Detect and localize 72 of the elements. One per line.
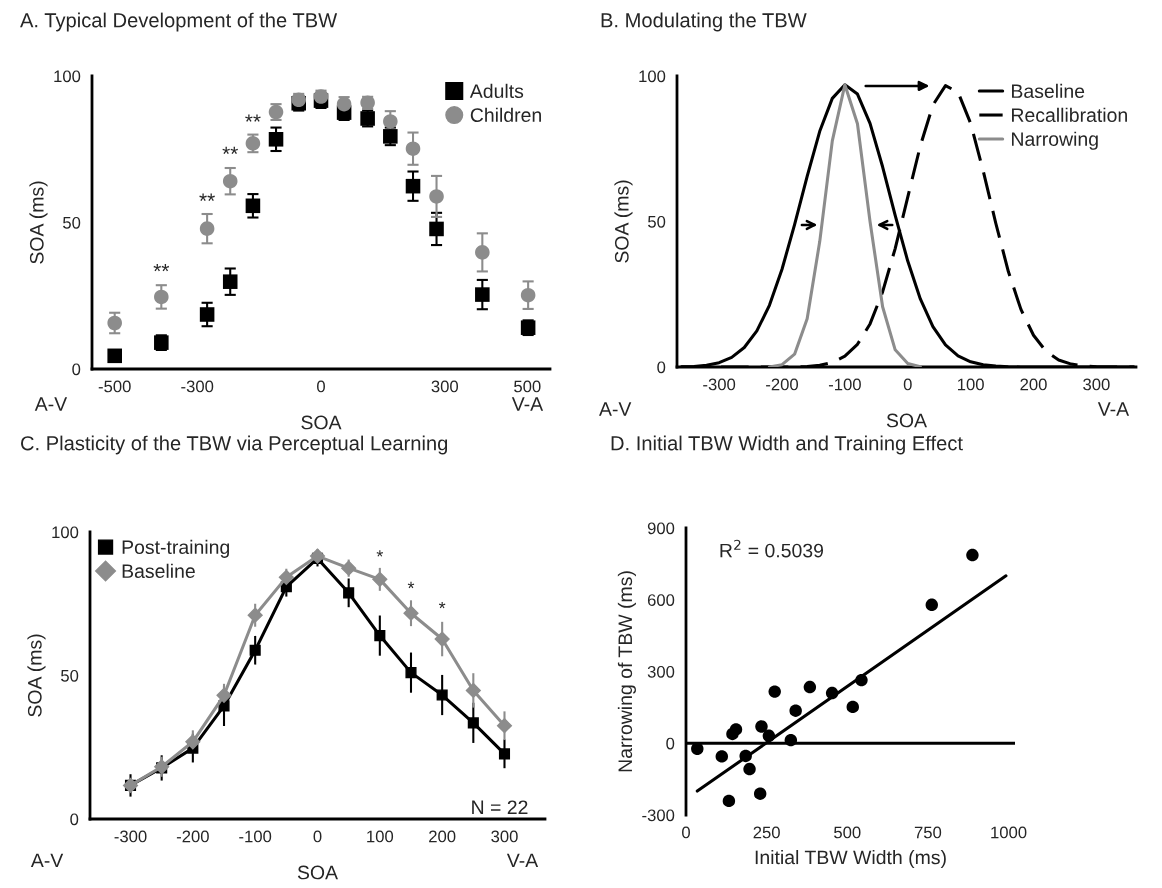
y-axis-title: SOA (ms): [614, 180, 633, 263]
x-tick-label: -100: [828, 378, 861, 391]
y-tick-label: 900: [647, 522, 675, 535]
legend-label: Narrowing: [1012, 131, 1098, 150]
chart-title: A. Typical Development of the TBW: [20, 12, 338, 32]
y-tick-label: 300: [647, 665, 675, 678]
y-tick-label: 0: [72, 363, 81, 376]
x-axis-title: SOA: [297, 865, 338, 880]
x-tick-label: 300: [1083, 378, 1110, 391]
text: A-V: [599, 402, 632, 416]
x-tick-label: 0: [313, 830, 322, 843]
x-axis-title: Initial TBW Width (ms): [755, 849, 946, 869]
annotation: N = 22: [472, 800, 528, 814]
annotation: **: [222, 146, 239, 155]
x-tick-label: -200: [766, 378, 799, 391]
annotation: **: [153, 263, 170, 272]
legend-label: Adults: [469, 83, 524, 99]
x-tick-label: 1000: [991, 826, 1027, 839]
y-tick-label: 100: [52, 526, 79, 539]
x-tick-label: 100: [367, 830, 394, 843]
y-tick-label: 0: [70, 813, 79, 826]
x-tick-label: 750: [914, 826, 942, 839]
annotation: **: [199, 193, 215, 201]
legend-label: Post-training: [122, 539, 230, 558]
annotation: *: [376, 550, 384, 557]
legend-label: Children: [470, 107, 541, 123]
chart-title: C. Plasticity of the TBW via Perceptual Learning: [21, 435, 448, 455]
x-tick-label: 300: [491, 830, 518, 843]
text: A-V: [34, 397, 68, 411]
text: V-A: [506, 853, 539, 868]
y-axis-title: Narrowing of TBW (ms): [617, 571, 636, 772]
x-tick-label: 0: [682, 826, 690, 839]
x-tick-label: -100: [239, 830, 272, 843]
y-tick-label: 0: [657, 361, 666, 374]
legend-label: Baseline: [122, 563, 195, 579]
x-tick-label: 200: [429, 830, 456, 843]
text: V-A: [1097, 402, 1130, 416]
text: V-A: [511, 397, 544, 411]
x-tick-label: 500: [834, 826, 861, 839]
y-tick-label: 50: [63, 216, 81, 229]
y-tick-label: 100: [54, 70, 81, 83]
legend-label: Baseline: [1012, 83, 1085, 99]
y-axis-title: SOA (ms): [27, 634, 46, 717]
x-tick-label: 250: [753, 826, 780, 839]
y-tick-label: 100: [639, 70, 666, 83]
text: A-V: [30, 853, 64, 868]
x-tick-label: 100: [958, 378, 984, 391]
annotation: **: [245, 114, 261, 122]
y-tick-label: -300: [642, 809, 675, 822]
x-tick-label: 300: [431, 380, 459, 393]
x-tick-label: 0: [903, 378, 912, 391]
x-axis-title: SOA: [886, 413, 927, 428]
x-tick-label: 0: [317, 380, 325, 393]
x-tick-label: -200: [176, 830, 209, 843]
y-tick-label: 0: [666, 737, 675, 750]
y-tick-label: 50: [648, 215, 666, 228]
annotation: R$^{2}$ = 0.5039: [720, 539, 824, 558]
y-tick-label: 600: [647, 594, 675, 606]
x-tick-label: -500: [98, 380, 131, 393]
x-tick-label: 200: [1020, 378, 1047, 391]
annotation: *: [438, 601, 446, 609]
chart-title: B. Modulating the TBW: [601, 12, 807, 32]
y-tick-label: 50: [61, 669, 79, 682]
x-tick-label: 500: [514, 380, 541, 393]
legend-label: Recallibration: [1012, 107, 1127, 123]
x-tick-label: -300: [114, 830, 147, 843]
x-axis-title: SOA: [301, 415, 342, 430]
y-axis-title: SOA (ms): [29, 181, 48, 264]
x-tick-label: -300: [703, 378, 736, 391]
x-tick-label: -300: [181, 380, 214, 393]
chart-title: D. Initial TBW Width and Training Effect: [611, 435, 963, 455]
annotation: *: [407, 581, 415, 589]
